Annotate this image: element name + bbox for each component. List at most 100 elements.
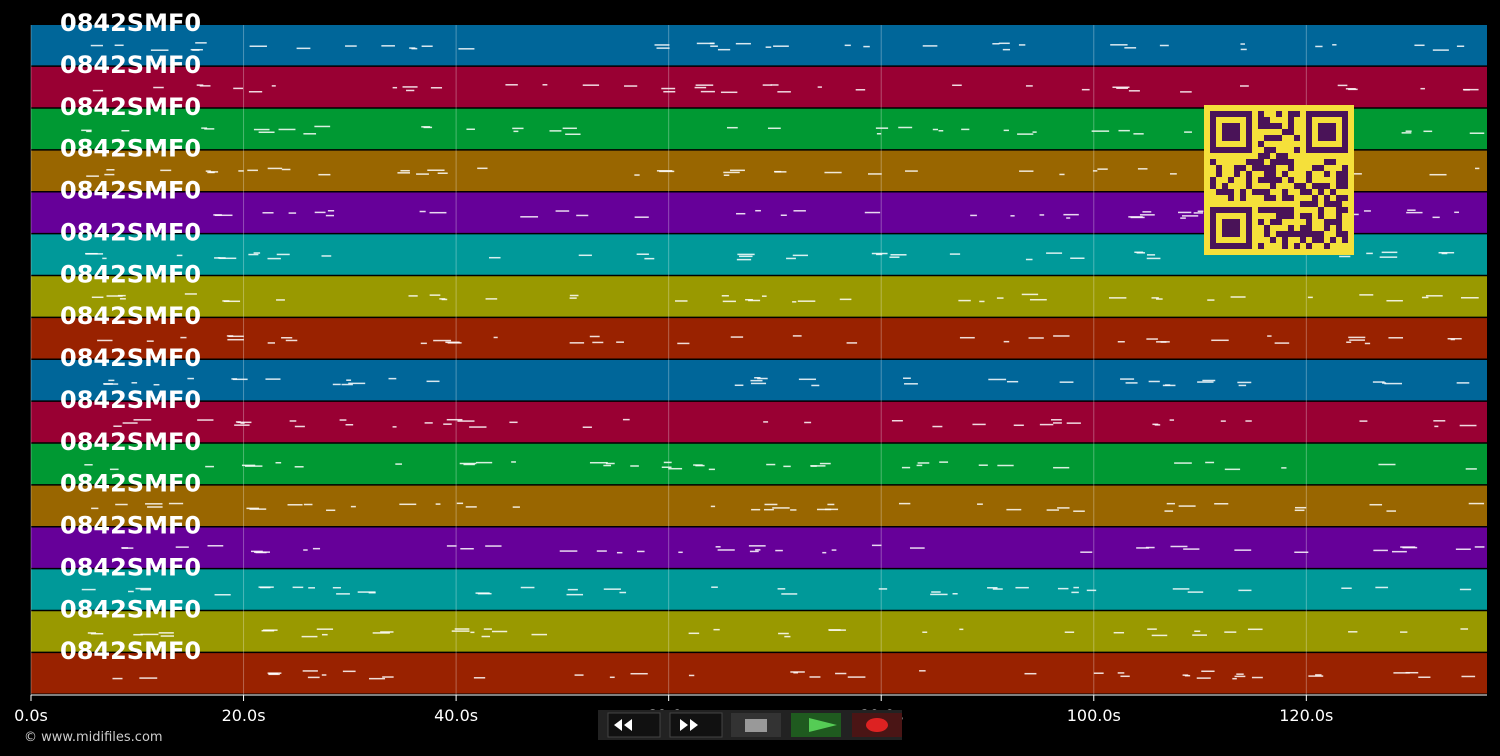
- qr-module: [1336, 207, 1342, 213]
- note: [1459, 424, 1477, 427]
- qr-module: [1282, 189, 1288, 195]
- note: [1432, 49, 1449, 51]
- note: [777, 588, 786, 590]
- note: [1032, 131, 1037, 133]
- note: [663, 90, 676, 93]
- note: [1308, 675, 1324, 677]
- note: [774, 171, 787, 173]
- note: [260, 586, 271, 589]
- note: [603, 588, 621, 590]
- note: [1391, 550, 1407, 553]
- note: [1120, 378, 1135, 380]
- qr-module: [1252, 165, 1258, 171]
- note: [119, 298, 126, 300]
- note: [485, 298, 498, 300]
- qr-module: [1312, 237, 1318, 243]
- note: [783, 465, 791, 468]
- note: [267, 167, 283, 170]
- note: [339, 419, 347, 421]
- note: [357, 591, 376, 593]
- note: [108, 379, 115, 382]
- note: [1166, 502, 1175, 505]
- qr-module: [1312, 201, 1318, 207]
- note: [722, 300, 736, 303]
- note: [1154, 424, 1161, 426]
- note: [1384, 382, 1402, 385]
- note: [1386, 299, 1403, 302]
- forward-button[interactable]: [669, 712, 723, 738]
- qr-module: [1336, 177, 1342, 183]
- note: [1130, 216, 1145, 219]
- note: [253, 128, 270, 131]
- note: [751, 508, 761, 511]
- note: [1053, 335, 1070, 337]
- qr-module: [1276, 213, 1282, 219]
- track-lane: [31, 653, 1487, 694]
- note: [996, 297, 1004, 299]
- note: [765, 46, 772, 48]
- note: [622, 418, 630, 421]
- note: [919, 670, 926, 672]
- note: [1393, 672, 1410, 674]
- note: [459, 462, 477, 465]
- note: [1348, 631, 1358, 633]
- note: [1187, 591, 1204, 593]
- track-lane: [31, 443, 1487, 485]
- note: [835, 672, 847, 675]
- note: [839, 298, 852, 301]
- note: [1174, 462, 1192, 464]
- note: [1109, 297, 1127, 299]
- qr-module: [1276, 123, 1282, 129]
- note: [332, 383, 341, 386]
- note: [456, 502, 464, 505]
- note: [582, 84, 600, 86]
- note: [1232, 677, 1237, 680]
- stop-button[interactable]: [731, 713, 781, 737]
- note: [932, 128, 939, 131]
- note: [1461, 675, 1476, 678]
- note: [748, 545, 766, 547]
- note: [717, 48, 731, 51]
- qr-module: [1264, 171, 1270, 177]
- play-button[interactable]: [791, 713, 841, 737]
- qr-module: [1312, 165, 1318, 171]
- note: [1372, 381, 1385, 383]
- note: [961, 128, 970, 131]
- note: [113, 425, 122, 427]
- note: [603, 464, 612, 467]
- note: [1059, 173, 1065, 176]
- note: [1214, 503, 1229, 505]
- note: [992, 43, 1000, 45]
- note: [460, 548, 474, 550]
- qr-module: [1276, 231, 1282, 237]
- note: [1019, 170, 1034, 172]
- note: [777, 91, 791, 93]
- note: [1178, 211, 1192, 214]
- note: [1112, 86, 1130, 89]
- note: [1351, 213, 1359, 216]
- note: [381, 45, 395, 47]
- note: [197, 419, 214, 421]
- note: [1447, 338, 1462, 340]
- note: [810, 465, 817, 467]
- note: [930, 593, 948, 596]
- note: [240, 422, 245, 424]
- note: [250, 550, 263, 553]
- note: [288, 212, 297, 214]
- note: [1238, 589, 1252, 592]
- note: [1145, 546, 1155, 549]
- note: [234, 424, 250, 426]
- note: [790, 509, 797, 511]
- rewind-button[interactable]: [607, 712, 661, 738]
- note: [321, 633, 328, 636]
- note: [1071, 591, 1079, 594]
- note: [485, 545, 502, 547]
- note: [582, 426, 592, 428]
- note: [262, 212, 274, 214]
- note: [1337, 84, 1348, 87]
- note: [176, 254, 183, 257]
- record-button[interactable]: [852, 713, 902, 737]
- note: [205, 170, 211, 172]
- note: [1160, 341, 1167, 343]
- note: [1339, 255, 1351, 258]
